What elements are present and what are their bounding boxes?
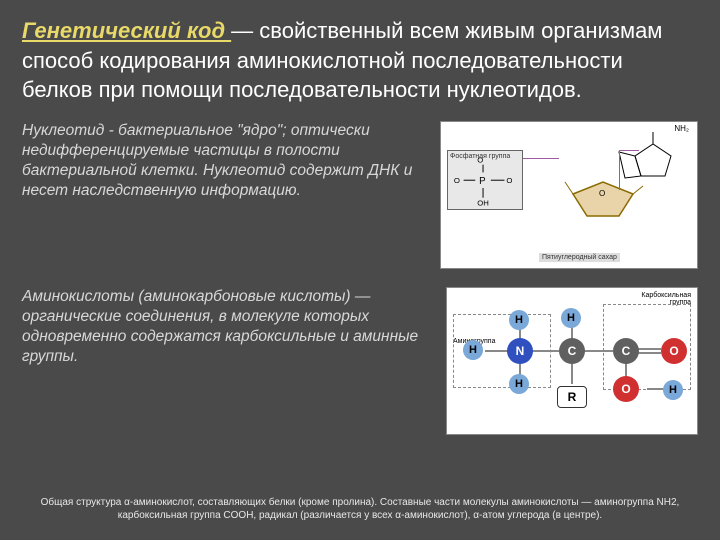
atom-h5: H xyxy=(663,380,683,400)
bond-cc xyxy=(583,350,613,352)
footnote: Общая структура α-аминокислот, составляю… xyxy=(0,497,720,522)
atom-h1: H xyxy=(463,340,483,360)
bond-co2a xyxy=(637,348,661,350)
bond-co2b xyxy=(637,352,661,354)
pentose-label: Пятиуглеродный сахар xyxy=(539,253,620,262)
aminoacid-term: Аминокислоты (аминокарбоновые кислоты) xyxy=(22,288,351,305)
svg-text:O: O xyxy=(454,176,460,185)
atom-c1: C xyxy=(559,338,585,364)
atom-n: N xyxy=(507,338,533,364)
atom-h3: H xyxy=(509,374,529,394)
nucleotide-figure: NH₂ Фосфатная группа P O OH O O xyxy=(440,121,698,269)
svg-text:O: O xyxy=(506,176,512,185)
aminoacid-figure: Аминогруппа Карбоксильная группа H H H N… xyxy=(446,287,698,435)
nucleotide-desc: Нуклеотид - бактериальное "ядро"; оптиче… xyxy=(22,121,440,202)
atom-c2: C xyxy=(613,338,639,364)
connector-2 xyxy=(619,150,639,190)
aminoacid-row: Аминокислоты (аминокарбоновые кислоты) —… xyxy=(0,281,720,435)
svg-text:P: P xyxy=(479,176,485,187)
connector-1 xyxy=(523,158,559,159)
title-keyword: Генетический код xyxy=(22,18,231,43)
atom-h2: H xyxy=(509,310,529,330)
svg-text:O: O xyxy=(599,189,605,198)
phosphate-group: Фосфатная группа P O OH O O xyxy=(447,150,523,210)
atom-h4: H xyxy=(561,308,581,328)
atom-o2: O xyxy=(613,376,639,402)
svg-text:O: O xyxy=(477,156,483,165)
atom-r: R xyxy=(557,386,587,408)
nucleotide-row: Нуклеотид - бактериальное "ядро"; оптиче… xyxy=(0,115,720,269)
atom-o1: O xyxy=(661,338,687,364)
svg-text:OH: OH xyxy=(477,199,489,208)
bond-nc xyxy=(531,350,559,352)
aminoacid-desc: Аминокислоты (аминокарбоновые кислоты) —… xyxy=(22,287,446,368)
nucleotide-term: Нуклеотид xyxy=(22,122,104,139)
main-title: Генетический код — свойственный всем жив… xyxy=(0,0,720,115)
